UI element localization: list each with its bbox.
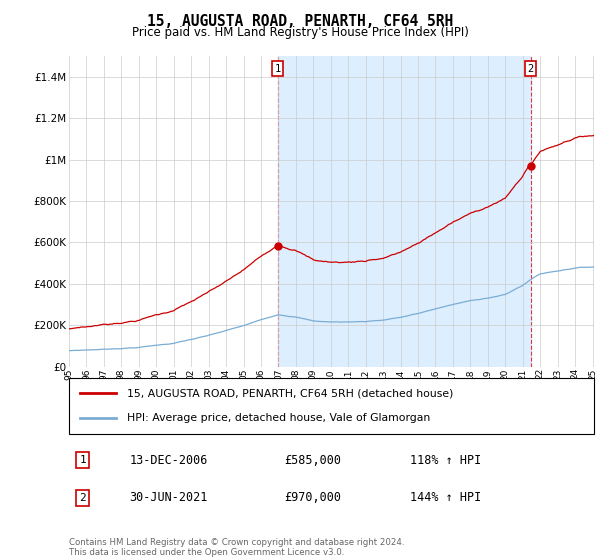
- Text: HPI: Average price, detached house, Vale of Glamorgan: HPI: Average price, detached house, Vale…: [127, 413, 430, 423]
- Text: 30-JUN-2021: 30-JUN-2021: [130, 491, 208, 504]
- Bar: [278, 56, 531, 367]
- Text: £585,000: £585,000: [284, 454, 341, 467]
- Text: Contains HM Land Registry data © Crown copyright and database right 2024.
This d: Contains HM Land Registry data © Crown c…: [69, 538, 404, 557]
- Text: 1: 1: [275, 64, 281, 74]
- Text: 118% ↑ HPI: 118% ↑ HPI: [410, 454, 482, 467]
- Text: 13-DEC-2006: 13-DEC-2006: [130, 454, 208, 467]
- Text: 2: 2: [527, 64, 534, 74]
- Text: 1: 1: [79, 455, 86, 465]
- Text: Price paid vs. HM Land Registry's House Price Index (HPI): Price paid vs. HM Land Registry's House …: [131, 26, 469, 39]
- Text: 144% ↑ HPI: 144% ↑ HPI: [410, 491, 482, 504]
- Text: 15, AUGUSTA ROAD, PENARTH, CF64 5RH: 15, AUGUSTA ROAD, PENARTH, CF64 5RH: [147, 14, 453, 29]
- Text: 15, AUGUSTA ROAD, PENARTH, CF64 5RH (detached house): 15, AUGUSTA ROAD, PENARTH, CF64 5RH (det…: [127, 388, 453, 398]
- Text: 2: 2: [79, 493, 86, 503]
- Text: £970,000: £970,000: [284, 491, 341, 504]
